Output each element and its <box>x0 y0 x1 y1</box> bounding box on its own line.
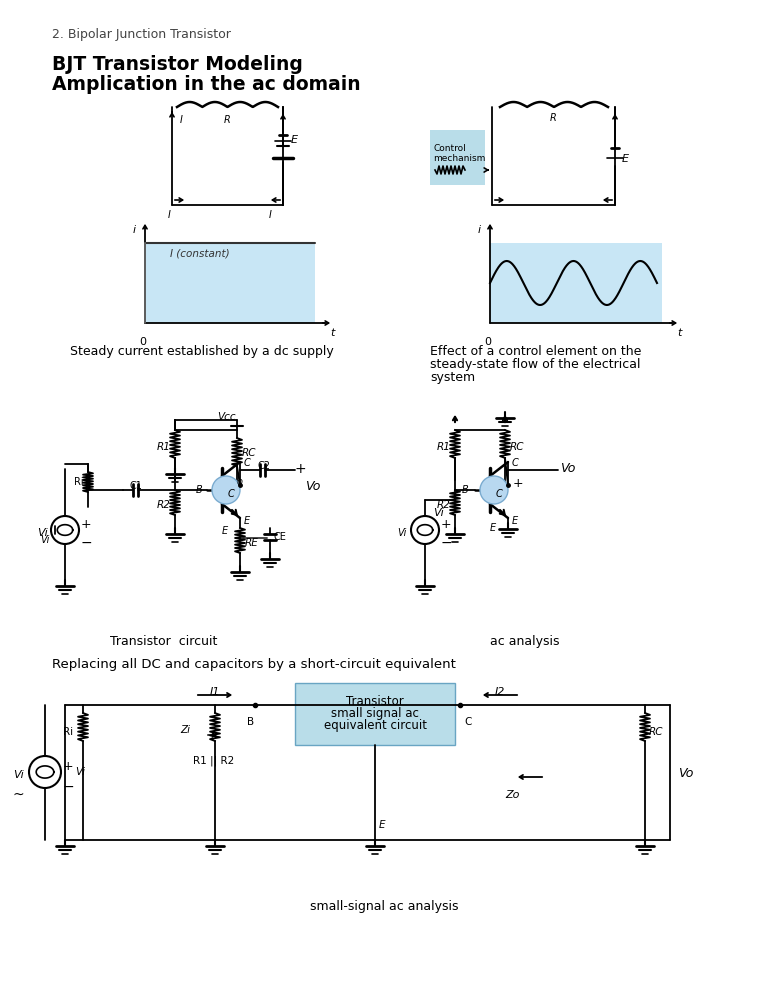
Text: RC: RC <box>649 727 664 737</box>
Text: Zo: Zo <box>505 790 519 800</box>
Text: C: C <box>244 458 250 468</box>
Text: RE: RE <box>245 538 259 548</box>
Text: I2: I2 <box>495 687 505 697</box>
Text: steady-state flow of the electrical: steady-state flow of the electrical <box>430 358 641 371</box>
Text: BJT Transistor Modeling: BJT Transistor Modeling <box>52 55 303 74</box>
Text: Vi: Vi <box>13 770 24 780</box>
Text: Vo: Vo <box>560 462 575 475</box>
Text: Transistor  circuit: Transistor circuit <box>110 635 217 648</box>
Text: I: I <box>180 115 183 125</box>
Text: Vi: Vi <box>37 528 48 538</box>
Text: 2. Bipolar Junction Transistor: 2. Bipolar Junction Transistor <box>52 28 231 41</box>
Text: equivalent circuit: equivalent circuit <box>323 719 426 732</box>
Text: t: t <box>330 328 334 338</box>
Text: Amplication in the ac domain: Amplication in the ac domain <box>52 75 361 94</box>
Text: 0: 0 <box>485 337 492 347</box>
Text: R2: R2 <box>437 500 451 510</box>
Text: Vcc: Vcc <box>217 412 237 422</box>
Text: +: + <box>63 760 74 773</box>
Text: Ri: Ri <box>74 477 84 487</box>
Text: C: C <box>512 458 518 468</box>
Text: −: − <box>63 780 74 794</box>
Text: RC: RC <box>510 442 525 452</box>
Text: +: + <box>513 477 524 490</box>
Text: −: − <box>81 536 93 550</box>
Text: t: t <box>677 328 681 338</box>
Text: R1: R1 <box>437 442 451 452</box>
Text: E: E <box>622 154 629 164</box>
Text: C1: C1 <box>129 481 142 491</box>
Text: ~: ~ <box>13 788 25 802</box>
Text: 0: 0 <box>140 337 147 347</box>
Circle shape <box>480 476 508 504</box>
Text: Vi: Vi <box>433 508 444 518</box>
Text: Vi: Vi <box>397 528 406 538</box>
Text: Zi: Zi <box>180 725 190 735</box>
Text: o: o <box>237 477 243 487</box>
Bar <box>295 683 455 745</box>
Text: Steady current established by a dc supply: Steady current established by a dc suppl… <box>70 345 334 358</box>
Text: R2: R2 <box>157 500 170 510</box>
Text: I (constant): I (constant) <box>170 248 230 258</box>
Text: Vo: Vo <box>678 767 694 780</box>
Text: Effect of a control element on the: Effect of a control element on the <box>430 345 641 358</box>
Text: B: B <box>247 717 254 727</box>
Text: E: E <box>512 516 518 526</box>
Text: C: C <box>464 717 472 727</box>
Text: I1: I1 <box>210 687 220 697</box>
Text: ac analysis: ac analysis <box>490 635 560 648</box>
Text: B: B <box>196 485 203 495</box>
Text: small signal ac: small signal ac <box>331 707 419 720</box>
Text: B: B <box>462 485 468 495</box>
Text: E: E <box>222 526 228 536</box>
Text: +: + <box>295 462 306 476</box>
Text: +: + <box>441 518 452 531</box>
Text: i: i <box>133 225 136 235</box>
Text: mechanism: mechanism <box>433 154 485 163</box>
Text: −: − <box>441 536 452 550</box>
Text: Vo: Vo <box>305 480 320 493</box>
Bar <box>430 130 485 185</box>
Text: Replacing all DC and capacitors by a short-circuit equivalent: Replacing all DC and capacitors by a sho… <box>52 658 456 671</box>
Text: I: I <box>269 210 272 220</box>
Bar <box>490 243 662 323</box>
Text: Vi: Vi <box>75 767 85 777</box>
Text: small-signal ac analysis: small-signal ac analysis <box>310 900 458 913</box>
Text: R1 || R2: R1 || R2 <box>193 755 234 765</box>
Circle shape <box>212 476 240 504</box>
Text: I: I <box>168 210 170 220</box>
Text: C: C <box>496 489 503 499</box>
Bar <box>145 243 315 323</box>
Text: Transistor: Transistor <box>346 695 404 708</box>
Text: i: i <box>478 225 481 235</box>
Text: E: E <box>490 523 496 533</box>
Text: CE: CE <box>274 532 287 542</box>
Text: +: + <box>81 518 91 531</box>
Text: Control: Control <box>433 144 465 153</box>
Text: E: E <box>291 135 298 145</box>
Text: E: E <box>379 820 386 830</box>
Text: R: R <box>550 113 557 123</box>
Text: RC: RC <box>242 448 257 458</box>
Text: C: C <box>228 489 235 499</box>
Text: E: E <box>244 516 250 526</box>
Text: C2: C2 <box>258 461 271 471</box>
Text: R: R <box>224 115 230 125</box>
Text: system: system <box>430 371 475 384</box>
Text: Ri: Ri <box>63 727 73 737</box>
Text: R1: R1 <box>157 442 170 452</box>
Text: Vi: Vi <box>40 535 49 545</box>
